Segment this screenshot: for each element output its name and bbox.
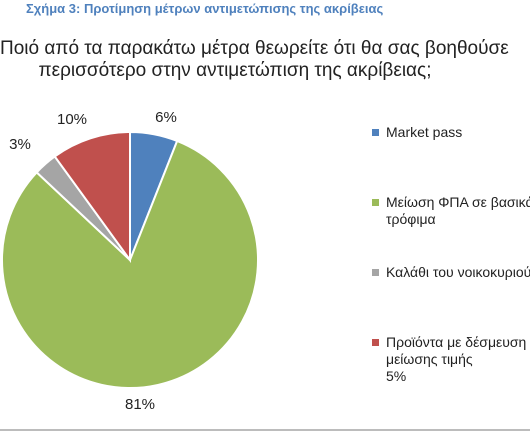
legend-label-3: Καλάθι του νοικοκυριού <box>386 264 530 281</box>
data-label-4: 10% <box>57 111 87 128</box>
legend-swatch-1 <box>372 129 379 136</box>
legend-swatch-3 <box>372 269 379 276</box>
pie-slice-4 <box>53 130 131 264</box>
data-label-1: 6% <box>155 109 177 126</box>
legend-label-2: Μείωση ΦΠΑ σε βασικά τρόφιμα <box>386 194 530 228</box>
legend: Market pass Μείωση ΦΠΑ σε βασικά τρόφιμα Κα… <box>372 124 530 404</box>
chart-title-line-2: περισσότερο στην αντιμετώπιση της ακρίβε… <box>38 60 432 81</box>
legend-swatch-2 <box>372 199 379 206</box>
data-label-2: 81% <box>125 396 155 413</box>
data-label-3: 3% <box>9 136 31 153</box>
legend-label-2-line-1: Μείωση ΦΠΑ σε βασικά <box>386 194 530 210</box>
legend-label-4-line-2: μείωσης τιμής <box>386 351 473 367</box>
legend-label-4-line-1: Προϊόντα με δέσμευση <box>386 334 527 350</box>
pie-slices <box>1 130 259 390</box>
legend-label-1: Market pass <box>386 124 530 141</box>
figure-caption: Σχήμα 3: Προτίμηση μέτρων αντιμετώπισης … <box>26 1 384 16</box>
chart-title: Ποιό από τα παρακάτω μέτρα θεωρείτε ότι … <box>0 38 509 82</box>
pie-data-labels: 6% 81% 3% 10% <box>9 109 177 413</box>
legend-swatch-4 <box>372 339 379 346</box>
legend-label-1-line-1: Market pass <box>386 124 463 140</box>
pie-slice-2 <box>1 139 259 390</box>
legend-label-4: Προϊόντα με δέσμευση μείωσης τιμής 5% <box>386 334 530 385</box>
chart-title-line-1: Ποιό από τα παρακάτω μέτρα θεωρείτε ότι … <box>0 38 509 59</box>
legend-label-4-line-3: 5% <box>386 368 407 384</box>
legend-label-2-line-2: τρόφιμα <box>386 211 436 227</box>
legend-label-3-line-1: Καλάθι του νοικοκυριού <box>386 264 530 280</box>
bottom-rule <box>0 429 530 431</box>
